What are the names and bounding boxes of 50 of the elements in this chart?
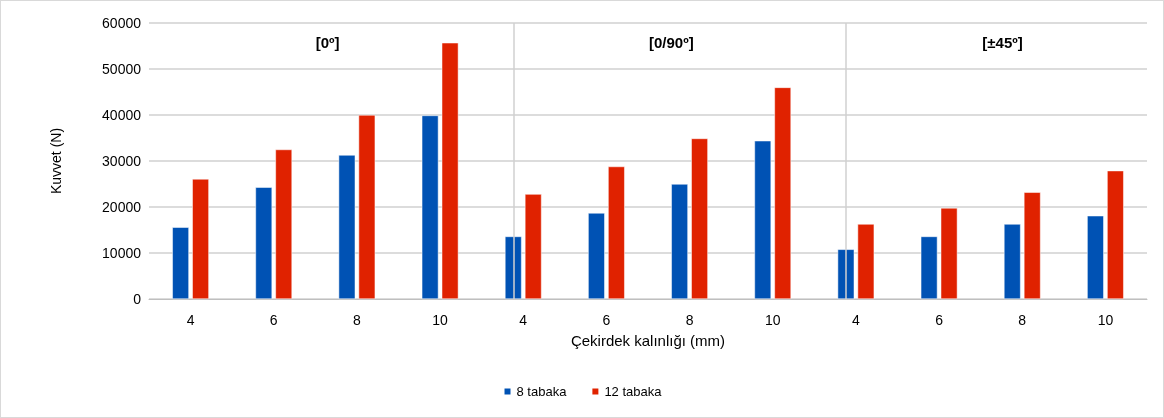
annotation: [0/90º] bbox=[649, 34, 694, 51]
x-tick-label: 6 bbox=[602, 312, 611, 328]
bar bbox=[421, 115, 439, 299]
bar bbox=[172, 227, 189, 299]
legend-label: 8 tabaka bbox=[516, 384, 568, 399]
legend-label: 12 tabaka bbox=[604, 384, 663, 399]
bar bbox=[857, 224, 875, 299]
bar bbox=[940, 207, 958, 299]
y-tick-label: 30000 bbox=[102, 153, 142, 169]
bar bbox=[837, 249, 855, 299]
bar bbox=[275, 149, 293, 299]
y-axis-title: Kuvvet (N) bbox=[48, 127, 64, 195]
annotation: [0º] bbox=[315, 34, 340, 51]
bar bbox=[608, 166, 625, 299]
bar bbox=[192, 178, 209, 299]
x-tick-label: 4 bbox=[852, 312, 861, 328]
x-tick-label: 10 bbox=[1097, 312, 1114, 328]
bar bbox=[1087, 215, 1104, 299]
bar bbox=[691, 138, 708, 299]
x-tick-label: 8 bbox=[685, 312, 694, 328]
bar bbox=[504, 236, 522, 299]
y-tick-label: 0 bbox=[133, 291, 142, 307]
bar bbox=[774, 87, 792, 299]
x-tick-label: 10 bbox=[432, 312, 449, 328]
bar bbox=[1107, 170, 1124, 299]
x-tick-label: 6 bbox=[269, 312, 278, 328]
bar bbox=[338, 155, 356, 299]
bar bbox=[754, 140, 772, 299]
bar bbox=[1023, 192, 1041, 299]
bar bbox=[588, 212, 605, 299]
bar bbox=[920, 236, 938, 299]
x-tick-label: 8 bbox=[353, 312, 362, 328]
y-tick-label: 40000 bbox=[102, 107, 142, 123]
x-tick-label: 4 bbox=[519, 312, 528, 328]
x-axis-title: Çekirdek kalınlığı (mm) bbox=[570, 332, 726, 349]
y-tick-label: 60000 bbox=[102, 15, 142, 31]
y-tick-label: 10000 bbox=[102, 245, 142, 261]
bar bbox=[441, 42, 459, 299]
bar bbox=[524, 194, 542, 299]
x-tick-label: 8 bbox=[1018, 312, 1027, 328]
y-tick-label: 50000 bbox=[102, 61, 142, 77]
x-tick-label: 6 bbox=[935, 312, 944, 328]
bar bbox=[1003, 224, 1021, 299]
bar bbox=[255, 187, 273, 299]
x-tick-label: 10 bbox=[764, 312, 781, 328]
bar bbox=[358, 115, 376, 299]
x-tick-label: 4 bbox=[186, 312, 195, 328]
annotation: [±45º] bbox=[982, 34, 1023, 51]
bar bbox=[671, 184, 688, 299]
y-tick-label: 20000 bbox=[102, 199, 142, 215]
